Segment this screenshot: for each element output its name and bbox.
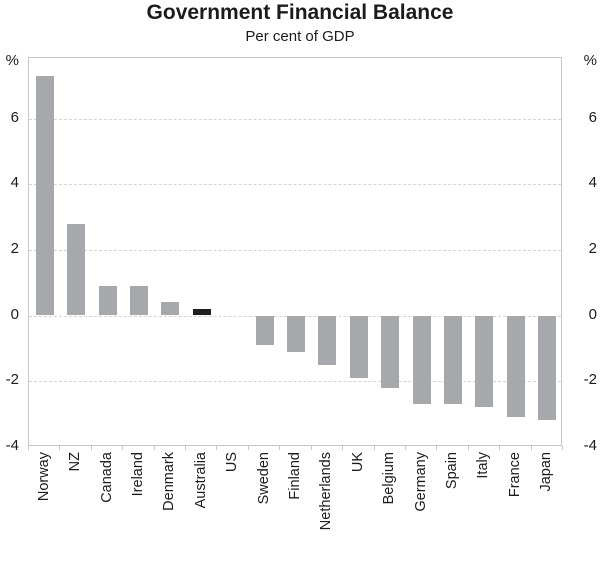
- x-axis-label-finland: Finland: [287, 452, 303, 500]
- x-axis-label-france: France: [506, 452, 523, 498]
- x-axis-label-uk: UK: [349, 452, 366, 473]
- y-axis-unit-label-left: %: [5, 52, 19, 69]
- bar-belgium: [381, 315, 400, 388]
- bar-norway: [35, 76, 54, 316]
- x-axis-tick: [499, 446, 500, 450]
- x-axis-tick: [374, 446, 375, 450]
- x-axis-tick: [154, 446, 155, 450]
- y-axis-label-left--4: -4: [5, 436, 19, 454]
- x-axis-label-canada: Canada: [98, 452, 115, 503]
- y-axis-label-left-6: 6: [10, 108, 19, 126]
- bar-nz: [67, 223, 86, 316]
- y-axis-label-right-0: 0: [588, 305, 597, 323]
- x-axis-label-norway: Norway: [35, 452, 52, 502]
- y-axis-label-right-2: 2: [588, 239, 597, 257]
- y-axis-unit-label-right: %: [583, 52, 597, 69]
- x-axis-tick: [531, 446, 532, 450]
- x-axis-tick: [185, 446, 186, 450]
- x-axis-tick: [59, 446, 60, 450]
- bar-australia: [192, 308, 211, 316]
- y-axis-label-left-2: 2: [10, 239, 19, 257]
- x-axis-tick: [562, 446, 563, 450]
- x-axis-label-japan: Japan: [538, 452, 555, 492]
- bar-ireland: [129, 285, 148, 316]
- bar-denmark: [161, 302, 180, 316]
- y-axis-label-left-0: 0: [10, 305, 19, 323]
- x-axis-tick: [342, 446, 343, 450]
- x-axis-tick: [248, 446, 249, 450]
- bar-sweden: [255, 315, 274, 346]
- x-axis-label-netherlands: Netherlands: [318, 452, 335, 531]
- x-axis-tick: [468, 446, 469, 450]
- bar-france: [506, 315, 525, 418]
- y-axis-label-left--2: -2: [5, 371, 19, 389]
- x-axis-tick: [28, 446, 29, 450]
- chart-subtitle: Per cent of GDP: [245, 28, 355, 45]
- bar-spain: [444, 315, 463, 405]
- plot-area: [28, 57, 562, 446]
- x-axis-label-belgium: Belgium: [381, 452, 398, 505]
- x-axis-tick: [216, 446, 217, 450]
- x-axis-tick: [91, 446, 92, 450]
- x-axis-tick: [436, 446, 437, 450]
- bar-finland: [287, 315, 305, 352]
- bar-germany: [412, 315, 431, 405]
- chart-title: Government Financial Balance: [146, 1, 454, 24]
- bar-uk: [349, 315, 368, 378]
- gridline-2: [29, 249, 561, 251]
- x-axis-label-denmark: Denmark: [161, 452, 178, 511]
- gridline-4: [29, 184, 561, 186]
- x-axis-label-nz: NZ: [67, 452, 84, 472]
- x-axis-label-us: US: [224, 452, 241, 473]
- x-axis-label-sweden: Sweden: [255, 452, 272, 505]
- gridline-6: [29, 118, 561, 120]
- bar-italy: [475, 315, 494, 408]
- x-axis-tick: [122, 446, 123, 450]
- gridline--2: [29, 381, 561, 383]
- bar-netherlands: [318, 315, 337, 365]
- y-axis-label-right--2: -2: [583, 371, 597, 389]
- x-axis-tick: [405, 446, 406, 450]
- x-axis-tick: [311, 446, 312, 450]
- y-axis-label-left-4: 4: [10, 174, 19, 192]
- bar-canada: [98, 285, 117, 316]
- x-axis-label-germany: Germany: [412, 452, 429, 512]
- y-axis-label-right-4: 4: [588, 174, 597, 192]
- x-axis-label-spain: Spain: [444, 452, 461, 490]
- y-axis-label-right--4: -4: [583, 436, 597, 454]
- bar-japan: [538, 315, 557, 421]
- x-axis-tick: [279, 446, 280, 450]
- x-axis-label-italy: Italy: [475, 452, 492, 479]
- x-axis-label-australia: Australia: [192, 452, 209, 509]
- x-axis-label-ireland: Ireland: [129, 452, 146, 497]
- y-axis-label-right-6: 6: [588, 108, 597, 126]
